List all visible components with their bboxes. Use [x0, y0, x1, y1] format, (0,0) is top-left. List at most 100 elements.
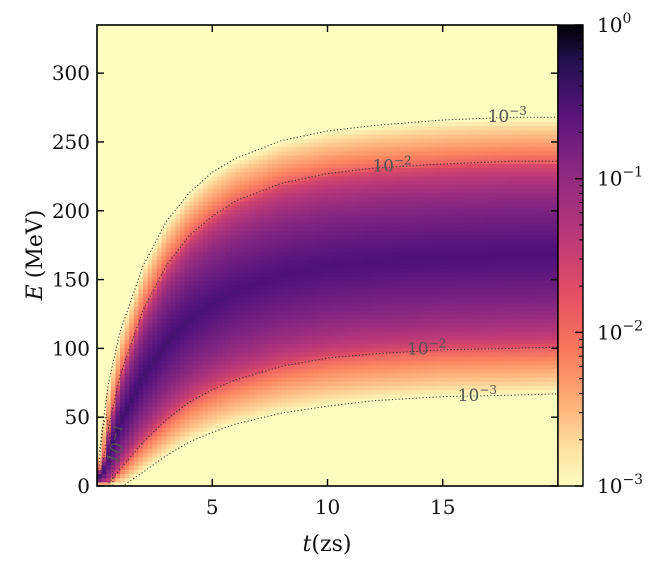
heatmap-cell — [133, 167, 140, 173]
heatmap-cell — [124, 431, 130, 437]
heatmap-cell — [267, 29, 273, 34]
heatmap-cell — [101, 205, 107, 210]
heatmap-cell — [249, 192, 255, 198]
heatmap-cell — [110, 175, 117, 181]
heatmap-cell — [249, 406, 255, 412]
heatmap-cell — [267, 33, 273, 39]
heatmap-cell — [235, 41, 241, 47]
heatmap-cell — [184, 83, 190, 89]
heatmap-cell — [147, 444, 153, 449]
heatmap-cell — [230, 381, 236, 387]
heatmap-cell — [235, 435, 241, 441]
heatmap-cell — [97, 364, 103, 370]
heatmap-cell — [101, 284, 107, 290]
heatmap-cell — [198, 293, 204, 299]
heatmap-cell — [244, 469, 250, 475]
heatmap-cell — [115, 427, 121, 433]
heatmap-cell — [161, 289, 167, 294]
heatmap-cell — [106, 50, 112, 55]
heatmap-cell — [272, 318, 278, 324]
heatmap-cell — [120, 117, 126, 122]
heatmap-cell — [221, 213, 227, 219]
heatmap-cell — [203, 58, 209, 64]
heatmap-cell — [262, 96, 269, 102]
heatmap-cell — [133, 389, 140, 395]
heatmap-cell — [152, 255, 158, 261]
heatmap-cell — [226, 335, 232, 340]
heatmap-cell — [290, 29, 296, 34]
heatmap-cell — [281, 309, 287, 315]
heatmap-cell — [272, 397, 278, 403]
heatmap-cell — [253, 217, 259, 223]
heatmap-cell — [272, 196, 278, 202]
heatmap-cell — [258, 439, 264, 445]
heatmap-cell — [101, 92, 107, 97]
heatmap-cell — [170, 406, 176, 412]
heatmap-cell — [203, 276, 209, 282]
heatmap-cell — [239, 452, 246, 458]
heatmap-cell — [262, 473, 269, 479]
heatmap-cell — [262, 322, 269, 328]
heatmap-cell — [184, 305, 190, 311]
heatmap-cell — [161, 150, 167, 156]
heatmap-cell — [290, 221, 296, 227]
heatmap-cell — [175, 79, 181, 85]
heatmap-cell — [226, 322, 232, 328]
heatmap-cell — [143, 209, 149, 215]
heatmap-cell — [253, 100, 259, 106]
heatmap-cell — [101, 154, 107, 160]
heatmap-cell — [138, 146, 144, 152]
heatmap-cell — [124, 393, 130, 399]
heatmap-cell — [120, 108, 126, 114]
heatmap-cell — [189, 121, 195, 127]
heatmap-cell — [166, 25, 172, 30]
heatmap-cell — [281, 431, 287, 437]
heatmap-cell — [262, 263, 269, 269]
heatmap-cell — [258, 397, 264, 403]
heatmap-cell — [267, 305, 273, 311]
heatmap-cell — [198, 217, 204, 223]
heatmap-cell — [189, 209, 195, 215]
heatmap-cell — [115, 418, 121, 424]
heatmap-cell — [258, 121, 264, 127]
heatmap-cell — [286, 159, 292, 164]
heatmap-cell — [198, 439, 204, 445]
heatmap-cell — [198, 92, 204, 97]
heatmap-cell — [216, 309, 223, 315]
heatmap-cell — [262, 104, 269, 110]
heatmap-cell — [276, 33, 282, 39]
heatmap-cell — [161, 146, 167, 152]
heatmap-cell — [226, 87, 232, 93]
heatmap-cell — [267, 402, 273, 407]
heatmap-cell — [230, 33, 236, 39]
heatmap-cell — [120, 230, 126, 236]
heatmap-cell — [258, 83, 264, 89]
heatmap-cell — [101, 314, 107, 319]
heatmap-cell — [290, 335, 296, 340]
heatmap-cell — [115, 175, 121, 181]
heatmap-cell — [143, 414, 149, 420]
heatmap-cell — [101, 473, 107, 479]
heatmap-cell — [101, 171, 107, 177]
heatmap-cell — [179, 238, 186, 244]
heatmap-cell — [235, 427, 241, 433]
heatmap-cell — [189, 133, 195, 139]
heatmap-cell — [198, 146, 204, 152]
heatmap-cell — [147, 175, 153, 181]
heatmap-cell — [299, 439, 306, 445]
heatmap-cell — [230, 465, 236, 470]
heatmap-cell — [262, 360, 269, 366]
heatmap-cell — [235, 473, 241, 479]
heatmap-cell — [106, 481, 112, 486]
heatmap-cell — [152, 108, 158, 114]
heatmap-cell — [193, 71, 200, 76]
heatmap-cell — [133, 175, 140, 181]
heatmap-cell — [101, 280, 107, 286]
heatmap-cell — [203, 113, 209, 118]
heatmap-cell — [230, 247, 236, 252]
heatmap-cell — [239, 351, 246, 357]
heatmap-cell — [156, 289, 163, 294]
heatmap-cell — [249, 33, 255, 39]
heatmap-cell — [133, 360, 140, 366]
heatmap-cell — [207, 360, 213, 366]
